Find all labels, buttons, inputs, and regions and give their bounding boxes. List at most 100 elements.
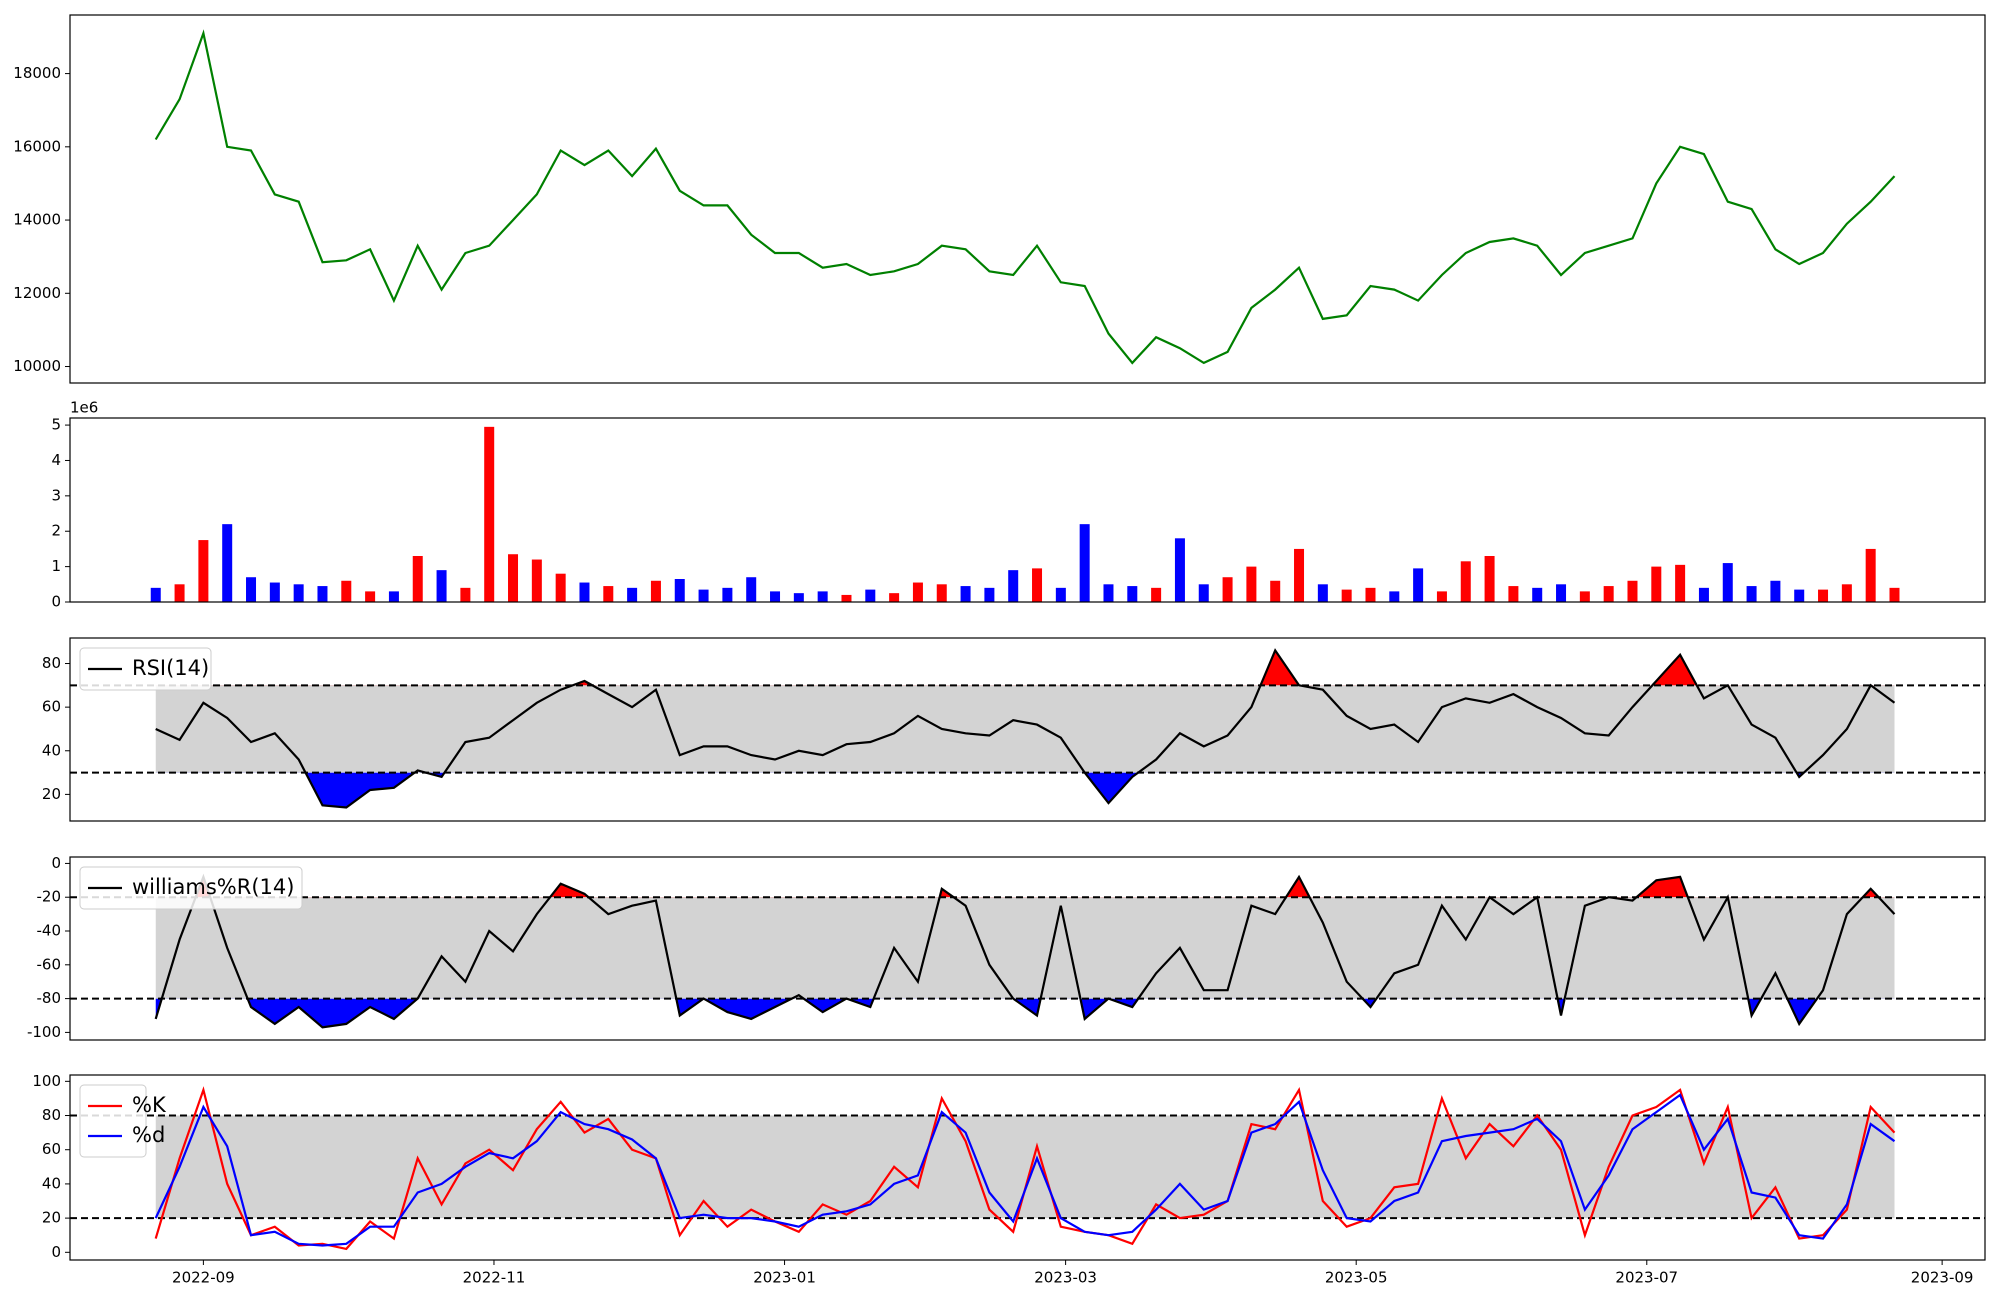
y-tick-label: 5: [51, 416, 61, 434]
y-tick-label: 12000: [13, 284, 61, 302]
y-tick-label: 3: [51, 486, 61, 504]
volume-bar: [1675, 564, 1686, 602]
x-tick-label: 2023-07: [1615, 1269, 1678, 1287]
axes-frame: [69, 14, 1986, 384]
axis-offset-label: 1e6: [70, 399, 98, 417]
volume-bar: [1794, 589, 1805, 602]
volume-bar: [341, 580, 352, 602]
neutral-band: [155, 685, 1895, 773]
volume-bar: [1103, 584, 1114, 602]
volume-bar: [508, 554, 519, 602]
volume-bar: [1460, 561, 1471, 602]
volume-bar: [1722, 563, 1733, 602]
volume-bar: [770, 591, 781, 602]
y-tick-label: 60: [42, 698, 61, 716]
volume-bar: [984, 587, 995, 602]
y-tick-label: 0: [51, 854, 61, 872]
volume-bar: [1079, 524, 1090, 602]
y-tick-label: 0: [51, 1243, 61, 1261]
volume-bar: [246, 577, 257, 602]
volume-bar: [1341, 589, 1352, 602]
volume-bar: [1222, 577, 1233, 602]
volume-bar: [1198, 584, 1209, 602]
volume-bar: [1818, 589, 1829, 602]
volume-bar: [555, 573, 566, 602]
volume-bar: [412, 556, 423, 602]
series-line: [154, 29, 1896, 365]
legend-box: [79, 866, 303, 910]
volume-bar: [1317, 584, 1328, 602]
y-tick-label: 18000: [13, 64, 61, 82]
legend-label: %d: [132, 1123, 165, 1147]
volume-bar: [650, 580, 661, 602]
y-tick-label: -100: [27, 1023, 61, 1041]
y-tick-label: 80: [42, 1106, 61, 1124]
volume-bar: [865, 589, 876, 602]
volume-bar: [1770, 580, 1781, 602]
y-tick-label: -20: [37, 888, 62, 906]
y-tick-label: 20: [42, 785, 61, 803]
volume-bar: [388, 591, 399, 602]
x-tick-label: 2023-01: [753, 1269, 816, 1287]
volume-bar: [365, 591, 376, 602]
axes-frame: [69, 417, 1986, 603]
volume-bar: [1627, 580, 1638, 602]
volume-bar: [1841, 584, 1852, 602]
volume-bar: [1008, 570, 1019, 602]
volume-bar: [793, 593, 804, 602]
volume-bar: [674, 579, 685, 602]
volume-bar: [579, 582, 590, 602]
x-tick-label: 2023-09: [1911, 1269, 1974, 1287]
volume-bar: [1436, 591, 1447, 602]
axes-frame: [69, 1074, 1986, 1261]
volume-bar: [746, 577, 757, 602]
volume-bar: [841, 594, 852, 602]
x-tick-label: 2022-09: [172, 1269, 235, 1287]
y-tick-label: 10000: [13, 357, 61, 375]
volume-bar: [1294, 548, 1305, 602]
legend-label: williams%R(14): [132, 875, 294, 899]
legend-box: [79, 1084, 147, 1158]
neutral-band: [155, 1115, 1895, 1219]
volume-bar: [817, 591, 828, 602]
y-tick-label: 40: [42, 1174, 61, 1192]
legend-label: RSI(14): [132, 656, 209, 680]
volume-bar: [222, 524, 233, 602]
volume-bar: [1127, 586, 1138, 602]
volume-bar: [1389, 591, 1400, 602]
series-line: [154, 873, 1896, 1029]
volume-bar: [317, 586, 328, 602]
volume-bar: [460, 587, 471, 602]
volume-bar: [1174, 538, 1185, 602]
volume-bar: [1556, 584, 1567, 602]
y-tick-label: 4: [51, 451, 61, 469]
y-tick-label: 14000: [13, 211, 61, 229]
legend-box: [79, 647, 212, 691]
volume-bar: [1270, 580, 1281, 602]
volume-bar: [484, 426, 495, 602]
series-line: [154, 1093, 1896, 1247]
volume-bar: [1651, 566, 1662, 602]
x-tick-label: 2023-03: [1034, 1269, 1097, 1287]
volume-bar: [1032, 568, 1043, 602]
volume-bar: [174, 584, 185, 602]
volume-bar: [1508, 586, 1519, 602]
y-tick-label: -40: [37, 922, 62, 940]
volume-bar: [1246, 566, 1257, 602]
volume-bar: [1579, 591, 1590, 602]
y-tick-label: 2: [51, 522, 61, 540]
y-tick-label: 100: [32, 1072, 61, 1090]
x-tick-label: 2023-05: [1325, 1269, 1388, 1287]
axes-frame: [69, 856, 1986, 1041]
y-tick-label: 60: [42, 1140, 61, 1158]
volume-bar: [698, 589, 709, 602]
volume-bar: [1889, 587, 1900, 602]
volume-bar: [436, 570, 447, 602]
x-tick-label: 2022-11: [463, 1269, 526, 1287]
volume-bar: [293, 584, 304, 602]
y-tick-label: -80: [37, 989, 62, 1007]
volume-bar: [603, 586, 614, 602]
volume-bar: [1151, 587, 1162, 602]
volume-bar: [269, 582, 280, 602]
